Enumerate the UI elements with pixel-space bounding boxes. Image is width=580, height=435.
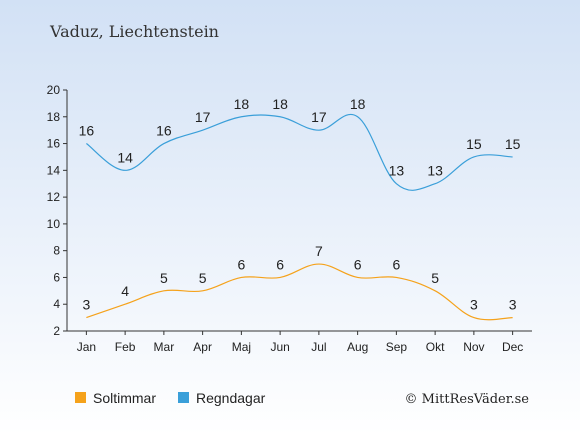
x-tick-label-jun: Jun xyxy=(270,340,289,354)
data-label-regndagar: 17 xyxy=(311,109,327,125)
axes: 2 4 6 8 10 12 14 16 18 20 Jan Feb Mar Apr Maj Jun Jul Aug… xyxy=(47,83,532,354)
x-tick-label-maj: Maj xyxy=(232,340,251,354)
series-layer xyxy=(86,113,513,321)
data-label-soltimmar: 5 xyxy=(160,270,168,286)
data-label-regndagar: 18 xyxy=(350,96,366,112)
data-label-soltimmar: 5 xyxy=(431,270,439,286)
x-tick-label-dec: Dec xyxy=(502,340,523,354)
x-tick-label-okt: Okt xyxy=(426,340,445,354)
y-tick-label: 14 xyxy=(47,163,61,177)
data-label-soltimmar: 5 xyxy=(199,270,207,286)
data-label-soltimmar: 6 xyxy=(276,256,284,272)
y-tick-label: 18 xyxy=(47,110,61,124)
data-label-regndagar: 16 xyxy=(156,123,172,139)
data-label-regndagar: 15 xyxy=(466,136,482,152)
data-label-regndagar: 13 xyxy=(389,163,405,179)
data-label-regndagar: 16 xyxy=(79,123,95,139)
data-labels: 3 4 5 5 6 6 7 6 6 5 3 3 16 14 16 17 18 18 17 18 13 13 15 15 xyxy=(79,96,521,313)
data-label-regndagar: 18 xyxy=(272,96,288,112)
legend-swatch-soltimmar xyxy=(75,392,86,403)
y-tick-label: 20 xyxy=(47,83,61,97)
y-tick-label: 12 xyxy=(47,190,61,204)
y-tick-label: 4 xyxy=(53,297,60,311)
data-label-soltimmar: 4 xyxy=(121,283,129,299)
data-label-soltimmar: 3 xyxy=(470,297,478,313)
data-label-soltimmar: 7 xyxy=(315,243,323,259)
data-label-soltimmar: 3 xyxy=(509,297,517,313)
data-label-regndagar: 15 xyxy=(505,136,521,152)
legend-label-regndagar: Regndagar xyxy=(196,390,266,406)
data-label-regndagar: 14 xyxy=(117,149,133,165)
x-tick-label-aug: Aug xyxy=(347,340,368,354)
x-tick-label-sep: Sep xyxy=(386,340,408,354)
y-tick-label: 16 xyxy=(47,137,61,151)
x-tick-label-jan: Jan xyxy=(77,340,96,354)
y-tick-label: 10 xyxy=(47,217,61,231)
data-label-soltimmar: 6 xyxy=(392,256,400,272)
y-tick-label: 8 xyxy=(53,244,60,258)
x-tick-label-jul: Jul xyxy=(311,340,326,354)
data-label-soltimmar: 6 xyxy=(354,256,362,272)
legend-swatch-regndagar xyxy=(178,392,189,403)
series-line-regndagar xyxy=(86,113,513,191)
x-tick-label-apr: Apr xyxy=(193,340,212,354)
x-tick-label-feb: Feb xyxy=(115,340,136,354)
legend: Soltimmar Regndagar xyxy=(75,390,266,406)
y-tick-label: 2 xyxy=(53,324,60,338)
x-tick-label-mar: Mar xyxy=(154,340,175,354)
data-label-soltimmar: 3 xyxy=(82,297,90,313)
data-label-soltimmar: 6 xyxy=(237,256,245,272)
chart-title: Vaduz, Liechtenstein xyxy=(49,22,219,41)
series-line-soltimmar xyxy=(86,263,513,321)
data-label-regndagar: 17 xyxy=(195,109,211,125)
y-tick-label: 6 xyxy=(53,270,60,284)
x-tick-label-nov: Nov xyxy=(463,340,484,354)
data-label-regndagar: 13 xyxy=(427,163,443,179)
copyright-text: © MittResVäder.se xyxy=(405,392,530,407)
legend-label-soltimmar: Soltimmar xyxy=(93,390,156,406)
data-label-regndagar: 18 xyxy=(234,96,250,112)
